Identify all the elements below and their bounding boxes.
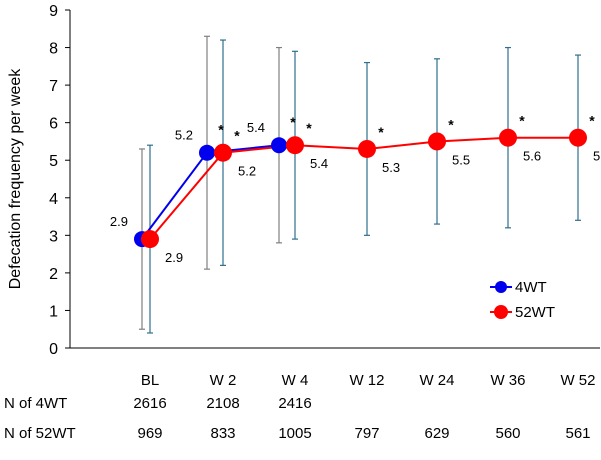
marker-4WT	[199, 144, 215, 161]
y-tick-label: 3	[49, 228, 58, 245]
x-category-label: W 4	[282, 372, 309, 389]
data-label-52WT: 5.6	[523, 149, 541, 164]
marker-52WT	[358, 139, 376, 158]
axes: 0 1 2 3 4 5 6 7 8 9 Defecation frequency per week B…	[7, 3, 600, 389]
y-tick-label: 5	[49, 153, 58, 170]
x-category-label: W 24	[419, 372, 454, 389]
data-label-4WT: 5.2	[175, 128, 193, 143]
legend-marker-52WT	[494, 305, 508, 319]
data-label-52WT: 5.6	[593, 149, 601, 164]
marker-52WT	[428, 132, 446, 151]
significance-star-52WT: *	[448, 116, 454, 132]
data-label-4WT: 5.4	[247, 120, 265, 135]
marker-52WT	[286, 136, 304, 155]
marker-52WT	[141, 230, 159, 249]
x-category-label: W 36	[490, 372, 525, 389]
y-tick-label: 6	[49, 116, 58, 133]
data-label-4WT: 2.9	[110, 214, 128, 229]
legend-label-52WT: 52WT	[515, 304, 555, 321]
y-tick-label: 1	[49, 303, 58, 320]
data-label-52WT: 5.5	[452, 152, 470, 167]
data-labels: 2.9 5.2 * 5.4 * 2.9 5.2 * 5.4 * 5.3 * 5.5 * 5.6 * 5.6 *	[110, 113, 601, 265]
significance-star-52WT: *	[519, 113, 525, 129]
marker-52WT	[214, 143, 232, 162]
y-tick-label: 0	[49, 341, 58, 358]
data-label-52WT: 2.9	[165, 250, 183, 265]
y-tick-label: 4	[49, 191, 58, 208]
significance-star-52WT: *	[306, 120, 312, 136]
series-markers	[134, 128, 587, 249]
significance-star-52WT: *	[378, 124, 384, 140]
legend-label-4WT: 4WT	[515, 279, 547, 296]
data-label-52WT: 5.4	[310, 156, 328, 171]
marker-52WT	[499, 128, 517, 147]
marker-4WT	[271, 137, 287, 154]
legend: 4WT 52WT	[490, 279, 555, 321]
x-category-label: BL	[141, 372, 159, 389]
legend-marker-4WT	[495, 281, 507, 293]
marker-52WT	[569, 128, 587, 147]
significance-star-4WT: *	[218, 122, 224, 138]
y-tick-label: 2	[49, 266, 58, 283]
x-category-label: W 52	[560, 372, 595, 389]
x-category-label: W 2	[210, 372, 237, 389]
significance-star-52WT: *	[234, 128, 240, 144]
data-label-52WT: 5.2	[238, 164, 256, 179]
significance-star-4WT: *	[290, 114, 296, 130]
y-tick-label: 9	[49, 3, 58, 20]
y-tick-label: 7	[49, 78, 58, 95]
significance-star-52WT: *	[589, 113, 595, 129]
y-tick-label: 8	[49, 41, 58, 58]
x-category-label: W 12	[349, 372, 384, 389]
y-axis-title: Defecation frequency per week	[7, 68, 24, 290]
data-label-52WT: 5.3	[382, 160, 400, 175]
